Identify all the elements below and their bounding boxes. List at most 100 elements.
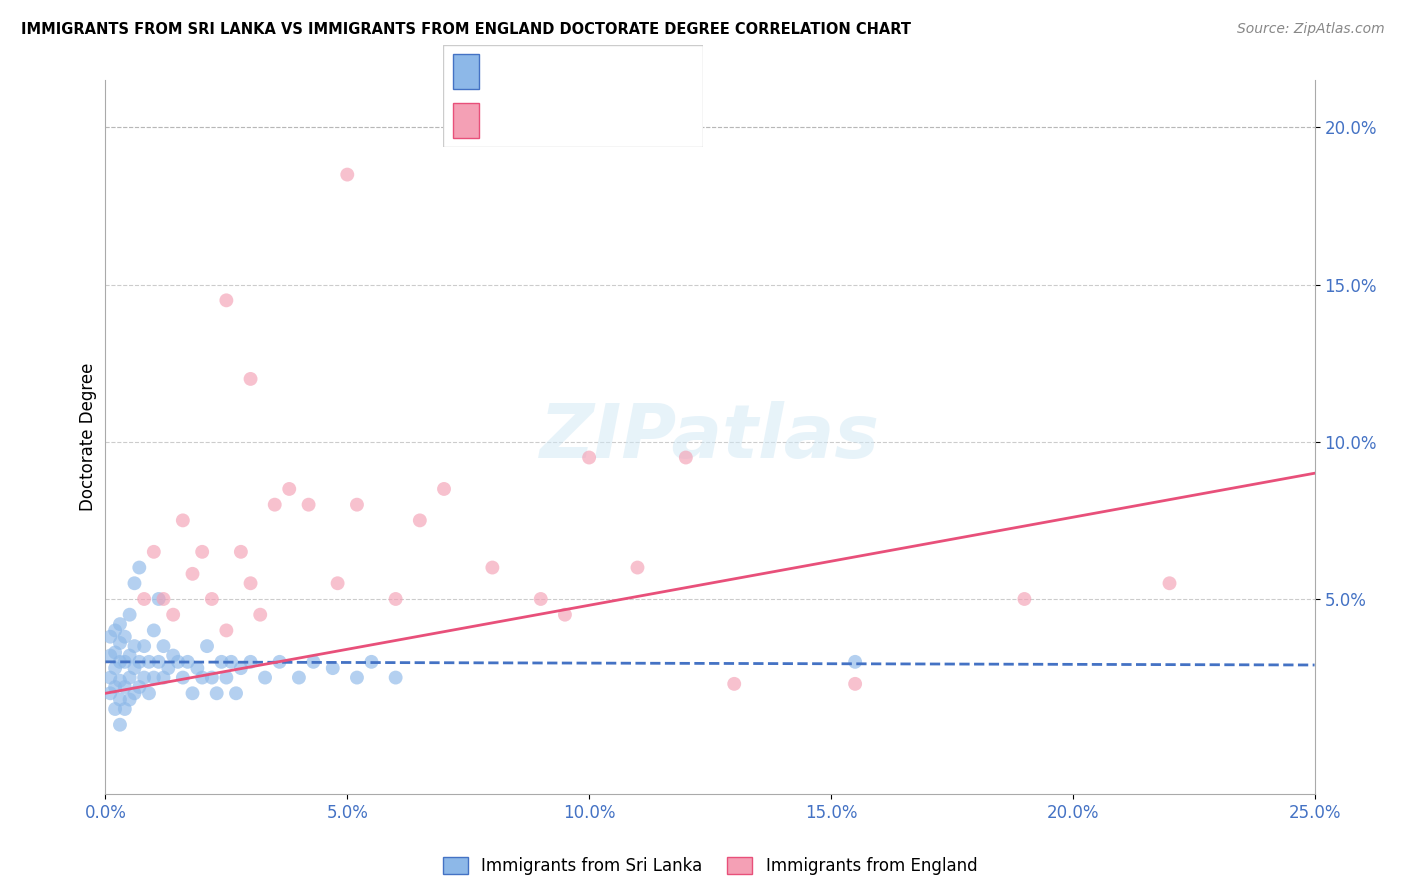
Point: [172, 671, 194, 685]
Text: 0.214: 0.214: [529, 112, 581, 129]
FancyBboxPatch shape: [453, 103, 479, 138]
Point: [124, 661, 146, 675]
Point: [186, 661, 208, 675]
Point: [181, 566, 204, 581]
Point: [162, 648, 184, 663]
Point: [239, 655, 262, 669]
Point: [360, 655, 382, 669]
Point: [433, 482, 456, 496]
Point: [288, 671, 311, 685]
Point: [263, 498, 285, 512]
Point: [336, 168, 359, 182]
Point: [108, 617, 131, 632]
Point: [191, 671, 214, 685]
Point: [114, 702, 136, 716]
Text: 66: 66: [633, 62, 655, 80]
Point: [201, 591, 224, 606]
Point: [118, 671, 141, 685]
Text: 33: 33: [633, 112, 657, 129]
Point: [326, 576, 349, 591]
Point: [148, 655, 170, 669]
Text: N =: N =: [591, 62, 628, 80]
Point: [114, 630, 136, 644]
Point: [297, 498, 319, 512]
Text: IMMIGRANTS FROM SRI LANKA VS IMMIGRANTS FROM ENGLAND DOCTORATE DEGREE CORRELATIO: IMMIGRANTS FROM SRI LANKA VS IMMIGRANTS …: [21, 22, 911, 37]
Point: [134, 591, 156, 606]
Point: [384, 591, 406, 606]
FancyBboxPatch shape: [453, 54, 479, 88]
Point: [104, 624, 127, 638]
Point: [176, 655, 198, 669]
Point: [481, 560, 503, 574]
Text: 0.006: 0.006: [529, 62, 581, 80]
Point: [215, 624, 238, 638]
Point: [225, 686, 247, 700]
Point: [675, 450, 697, 465]
Point: [229, 661, 252, 675]
Point: [104, 661, 127, 675]
Point: [1014, 591, 1036, 606]
Point: [167, 655, 190, 669]
Text: N =: N =: [591, 112, 628, 129]
FancyBboxPatch shape: [443, 45, 703, 147]
Text: ZIPatlas: ZIPatlas: [540, 401, 880, 474]
Point: [269, 655, 291, 669]
Point: [181, 686, 204, 700]
Point: [108, 655, 131, 669]
Point: [152, 639, 174, 653]
Point: [195, 639, 218, 653]
Point: [138, 686, 160, 700]
Point: [142, 624, 165, 638]
Point: [128, 680, 150, 694]
Point: [844, 655, 866, 669]
Point: [98, 648, 121, 663]
Point: [322, 661, 344, 675]
Point: [98, 686, 121, 700]
Point: [201, 671, 224, 685]
Point: [239, 576, 262, 591]
Point: [215, 293, 238, 308]
Point: [346, 498, 368, 512]
Point: [409, 513, 432, 527]
Point: [148, 591, 170, 606]
Y-axis label: Doctorate Degree: Doctorate Degree: [79, 363, 97, 511]
Point: [211, 655, 233, 669]
Point: [723, 677, 745, 691]
Text: R =: R =: [486, 112, 523, 129]
Point: [114, 655, 136, 669]
Point: [152, 671, 174, 685]
Point: [205, 686, 228, 700]
Point: [108, 673, 131, 688]
Point: [142, 671, 165, 685]
Point: [124, 639, 146, 653]
Legend: Immigrants from Sri Lanka, Immigrants from England: Immigrants from Sri Lanka, Immigrants fr…: [436, 850, 984, 882]
Point: [346, 671, 368, 685]
Point: [98, 671, 121, 685]
Point: [384, 671, 406, 685]
Point: [1159, 576, 1181, 591]
Point: [219, 655, 242, 669]
Point: [254, 671, 277, 685]
Text: R =: R =: [486, 62, 523, 80]
Point: [128, 655, 150, 669]
Point: [215, 671, 238, 685]
Point: [108, 636, 131, 650]
Point: [172, 513, 194, 527]
Point: [138, 655, 160, 669]
Text: Source: ZipAtlas.com: Source: ZipAtlas.com: [1237, 22, 1385, 37]
Point: [278, 482, 301, 496]
Point: [152, 591, 174, 606]
Point: [124, 686, 146, 700]
Point: [104, 702, 127, 716]
Point: [578, 450, 600, 465]
Point: [157, 661, 180, 675]
Point: [114, 680, 136, 694]
Point: [134, 671, 156, 685]
Point: [118, 607, 141, 622]
Point: [626, 560, 648, 574]
Point: [108, 717, 131, 731]
Point: [249, 607, 271, 622]
Point: [104, 680, 127, 694]
Point: [98, 630, 121, 644]
Point: [162, 607, 184, 622]
